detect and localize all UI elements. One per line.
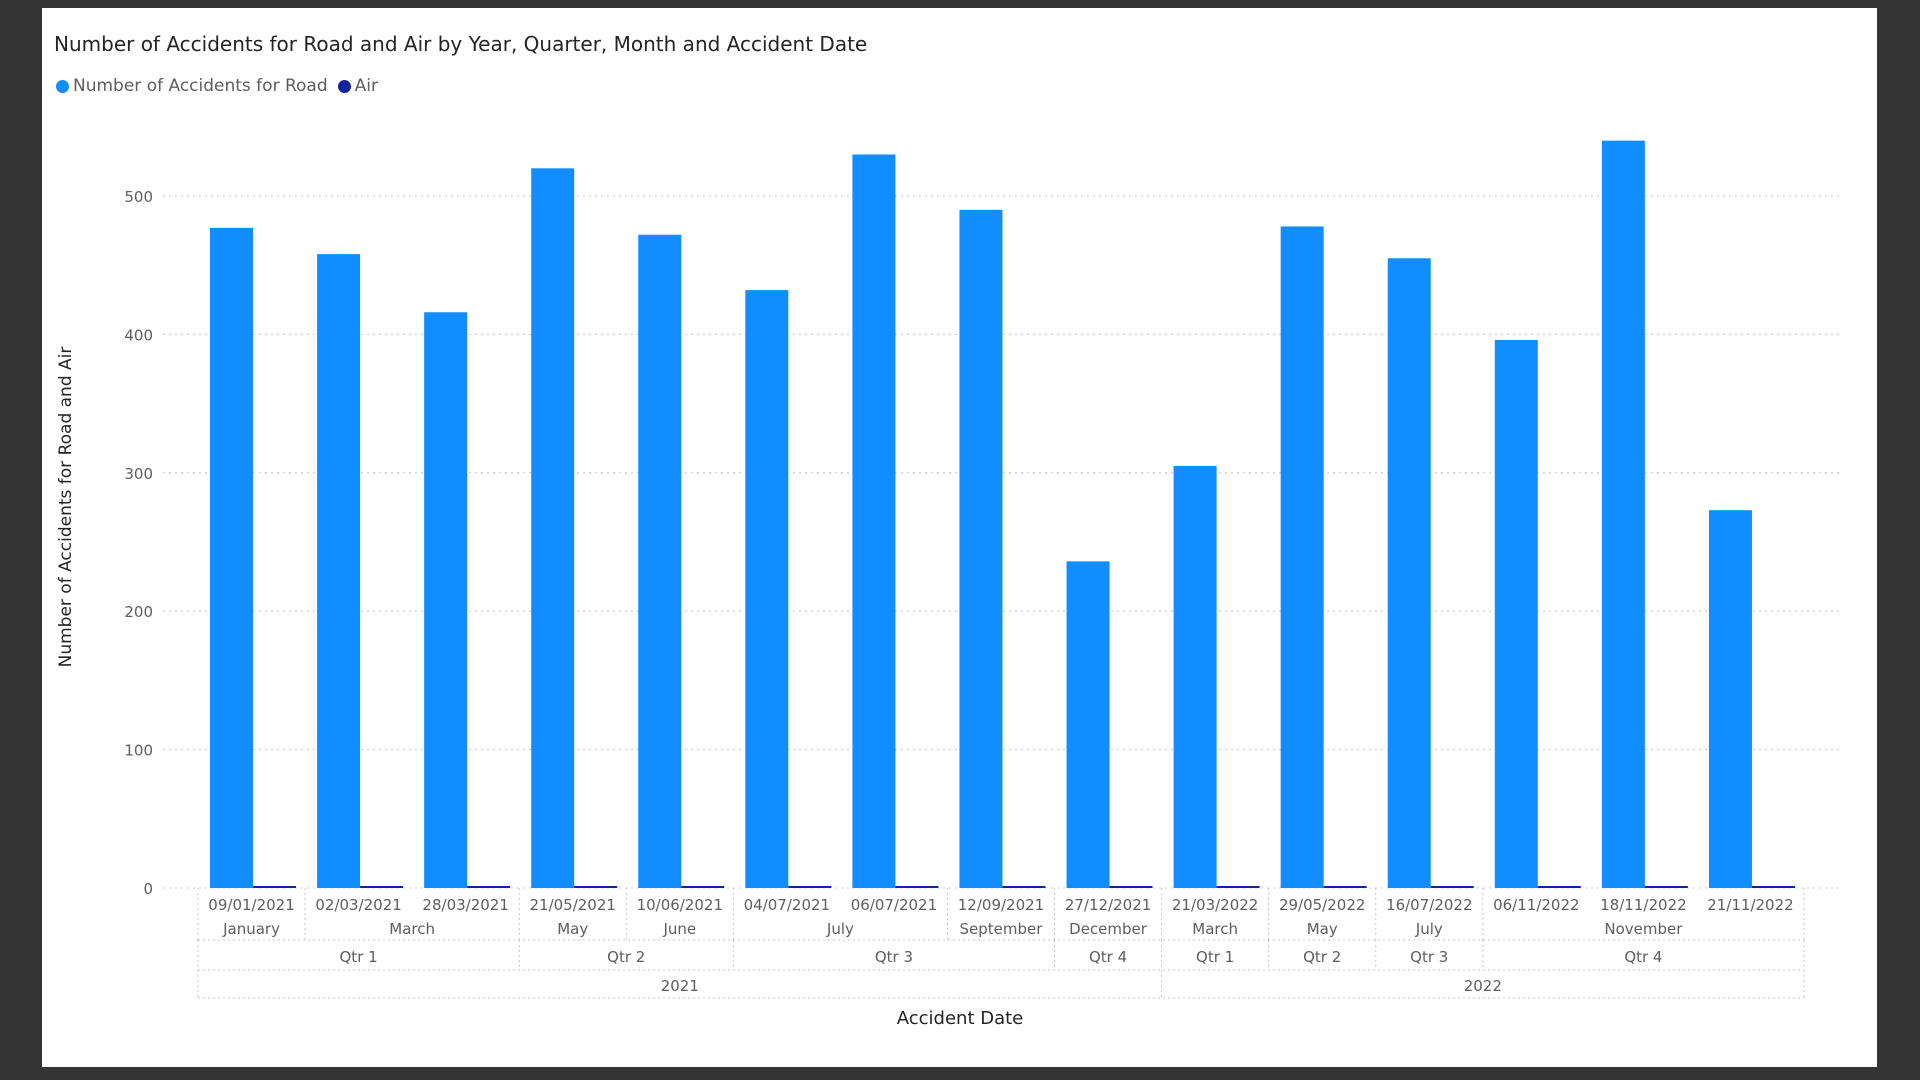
bar-road <box>852 154 896 889</box>
x-year-label: 2022 <box>1464 977 1502 995</box>
x-month-label: July <box>1415 920 1443 938</box>
legend-item-air[interactable]: Air <box>337 76 378 96</box>
x-date-label: 06/07/2021 <box>851 896 937 914</box>
bar-air <box>1323 886 1367 888</box>
legend-label-road: Number of Accidents for Road <box>73 76 328 96</box>
x-month-label: March <box>389 920 435 938</box>
x-date-label: 16/07/2022 <box>1386 896 1472 914</box>
x-date-label: 28/03/2021 <box>422 896 508 914</box>
x-month-label: September <box>960 920 1044 938</box>
x-date-label: 10/06/2021 <box>637 896 723 914</box>
bar-air <box>1109 886 1153 888</box>
bar-air <box>681 886 725 888</box>
x-axis-title: Accident Date <box>896 1008 1024 1029</box>
x-date-label: 04/07/2021 <box>744 896 830 914</box>
x-month-label: March <box>1192 920 1238 938</box>
bar-road <box>317 254 361 889</box>
x-quarter-label: Qtr 1 <box>340 948 378 966</box>
y-axis-title: Number of Accidents for Road and Air <box>56 346 76 668</box>
bar-road <box>1173 465 1217 888</box>
y-tick-label: 100 <box>124 742 153 760</box>
x-quarter-label: Qtr 2 <box>607 948 645 966</box>
x-month-label: November <box>1604 920 1683 938</box>
legend-marker-air <box>337 79 351 93</box>
x-quarter-label: Qtr 3 <box>1410 948 1448 966</box>
y-tick-label: 300 <box>124 465 153 483</box>
bar-air <box>1751 886 1795 888</box>
x-date-label: 27/12/2021 <box>1065 896 1151 914</box>
x-month-label: January <box>222 920 280 938</box>
x-quarter-label: Qtr 2 <box>1303 948 1341 966</box>
x-month-label: May <box>1307 920 1338 938</box>
bar-road <box>210 227 253 888</box>
bar-road <box>745 290 789 888</box>
bar-road <box>1708 510 1752 888</box>
bar-air <box>360 886 404 888</box>
y-tick-label: 200 <box>124 603 153 621</box>
y-tick-label: 0 <box>143 880 153 898</box>
x-month-label: June <box>662 920 696 938</box>
x-year-label: 2021 <box>661 977 699 995</box>
x-quarter-label: Qtr 4 <box>1089 948 1127 966</box>
bar-air <box>1430 886 1474 888</box>
x-month-label: July <box>826 920 854 938</box>
bar-road <box>1066 561 1110 888</box>
chart-title: Number of Accidents for Road and Air by … <box>54 32 868 56</box>
bar-road <box>959 209 1003 889</box>
x-quarter-label: Qtr 4 <box>1624 948 1662 966</box>
y-tick-label: 400 <box>124 326 153 344</box>
legend-marker-road <box>56 79 69 93</box>
bar-road <box>1280 226 1324 888</box>
y-tick-label: 500 <box>124 188 153 206</box>
x-date-label: 06/11/2022 <box>1493 896 1579 914</box>
bar-air <box>895 886 939 888</box>
x-date-label: 09/01/2021 <box>208 896 294 914</box>
bar-air <box>1537 886 1581 888</box>
bar-air <box>1216 886 1260 888</box>
x-date-label: 21/03/2022 <box>1172 896 1258 914</box>
bar-road <box>1387 258 1431 888</box>
legend-item-road[interactable]: Number of Accidents for Road <box>56 76 328 96</box>
bar-road <box>1494 339 1538 888</box>
bar-air <box>253 886 296 888</box>
bar-road <box>424 312 468 889</box>
legend-label-air: Air <box>354 76 378 96</box>
x-date-label: 02/03/2021 <box>315 896 401 914</box>
x-date-label: 21/05/2021 <box>529 896 615 914</box>
chart-legend: Number of Accidents for Road Air <box>56 76 388 96</box>
x-quarter-label: Qtr 1 <box>1196 948 1234 966</box>
x-date-label: 21/11/2022 <box>1707 896 1793 914</box>
bar-air <box>788 886 832 888</box>
bar-road <box>1601 140 1645 888</box>
bar-road <box>531 168 575 888</box>
x-date-label: 18/11/2022 <box>1600 896 1686 914</box>
x-month-label: December <box>1069 920 1148 938</box>
bar-road <box>638 234 682 888</box>
x-quarter-label: Qtr 3 <box>875 948 913 966</box>
x-date-label: 12/09/2021 <box>958 896 1044 914</box>
bar-air <box>1002 886 1046 888</box>
bar-air <box>574 886 618 888</box>
bar-air <box>1644 886 1688 888</box>
x-month-label: May <box>557 920 588 938</box>
x-date-label: 29/05/2022 <box>1279 896 1365 914</box>
bar-air <box>467 886 511 888</box>
